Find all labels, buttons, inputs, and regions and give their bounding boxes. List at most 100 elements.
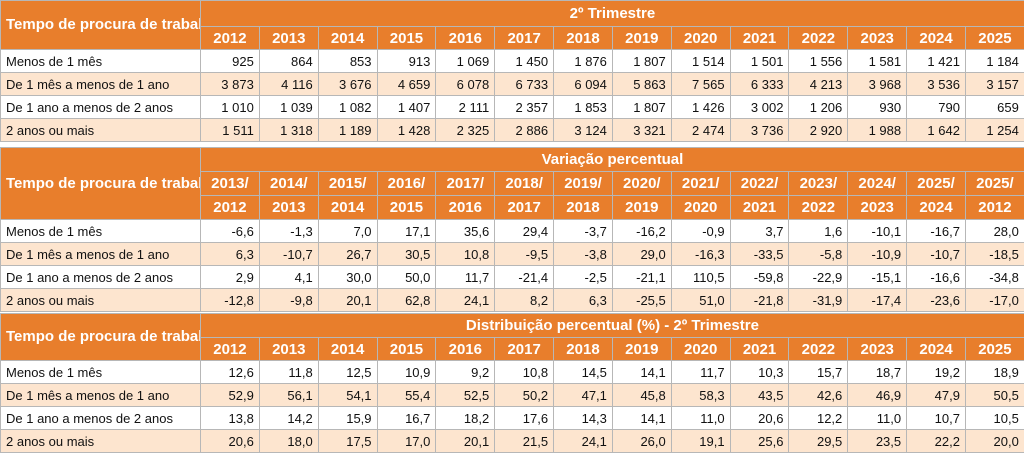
table-cell: -10,7: [907, 243, 966, 266]
table-cell: 18,2: [436, 407, 495, 430]
table-cell: 2 357: [495, 96, 554, 119]
table-cell: 7 565: [671, 73, 730, 96]
table-cell: 17,5: [318, 430, 377, 453]
table-cell: 21,5: [495, 430, 554, 453]
table-cell: 1 988: [848, 119, 907, 142]
table-cell: 50,2: [495, 384, 554, 407]
table-cell: 10,3: [730, 361, 789, 384]
table-cell: 1 514: [671, 50, 730, 73]
table-percent-change: Tempo de procura de trabalho Variação pe…: [0, 147, 1024, 312]
column-header: 2021: [730, 27, 789, 50]
table-cell: 22,2: [907, 430, 966, 453]
table-cell: 6 333: [730, 73, 789, 96]
table-cell: 913: [377, 50, 436, 73]
column-header: 2017: [495, 196, 554, 220]
table-cell: 6 094: [554, 73, 613, 96]
table-cell: 30,0: [318, 266, 377, 289]
table-cell: 47,9: [907, 384, 966, 407]
table-cell: -21,8: [730, 289, 789, 312]
table-title: 2º Trimestre: [201, 1, 1024, 27]
table-cell: -9,8: [259, 289, 318, 312]
table-cell: 24,1: [436, 289, 495, 312]
column-header: 2024: [907, 27, 966, 50]
table-cell: 19,2: [907, 361, 966, 384]
table-cell: 790: [907, 96, 966, 119]
column-header: 2012: [201, 338, 260, 361]
row-label: De 1 ano a menos de 2 anos: [1, 96, 201, 119]
table-cell: 12,2: [789, 407, 848, 430]
table-cell: 62,8: [377, 289, 436, 312]
table-cell: 58,3: [671, 384, 730, 407]
column-header: 2016: [436, 196, 495, 220]
table-cell: 17,0: [377, 430, 436, 453]
table-cell: 26,7: [318, 243, 377, 266]
column-header: 2015/: [318, 172, 377, 196]
table-cell: 1 426: [671, 96, 730, 119]
table-cell: 15,9: [318, 407, 377, 430]
table-cell: 10,7: [907, 407, 966, 430]
column-header: 2021/: [671, 172, 730, 196]
column-header: 2019: [612, 27, 671, 50]
table-cell: 11,7: [436, 266, 495, 289]
table-cell: 1 581: [848, 50, 907, 73]
column-header: 2018: [554, 196, 613, 220]
table-cell: 3 736: [730, 119, 789, 142]
table-cell: 1 184: [965, 50, 1024, 73]
column-header: 2025: [965, 27, 1024, 50]
table-cell: 10,8: [495, 361, 554, 384]
table-cell: 1 421: [907, 50, 966, 73]
table-cell: 1 556: [789, 50, 848, 73]
table-cell: 3,7: [730, 220, 789, 243]
table-cell: 1 082: [318, 96, 377, 119]
table-cell: 50,5: [965, 384, 1024, 407]
table-cell: -31,9: [789, 289, 848, 312]
table-cell: 26,0: [612, 430, 671, 453]
table-cell: 4,1: [259, 266, 318, 289]
table-cell: 52,9: [201, 384, 260, 407]
table-cell: 11,8: [259, 361, 318, 384]
table-cell: 6 078: [436, 73, 495, 96]
table-cell: 20,6: [730, 407, 789, 430]
row-label: 2 anos ou mais: [1, 289, 201, 312]
table-cell: 925: [201, 50, 260, 73]
table-cell: 1 428: [377, 119, 436, 142]
row-label: De 1 mês a menos de 1 ano: [1, 243, 201, 266]
column-header: 2024: [907, 196, 966, 220]
table-cell: 14,1: [612, 407, 671, 430]
table-cell: 1 511: [201, 119, 260, 142]
table-cell: 3 002: [730, 96, 789, 119]
column-header: 2018: [554, 27, 613, 50]
table-cell: -16,2: [612, 220, 671, 243]
table-absolute-values: Tempo de procura de trabalho 2º Trimestr…: [0, 0, 1024, 142]
table-cell: -17,4: [848, 289, 907, 312]
table-cell: 864: [259, 50, 318, 73]
table-cell: -33,5: [730, 243, 789, 266]
table-cell: -3,8: [554, 243, 613, 266]
table-cell: 16,7: [377, 407, 436, 430]
table-cell: 3 873: [201, 73, 260, 96]
table-cell: 17,6: [495, 407, 554, 430]
table-cell: 1 807: [612, 50, 671, 73]
table-cell: 1 069: [436, 50, 495, 73]
table-cell: -21,4: [495, 266, 554, 289]
table-cell: -10,1: [848, 220, 907, 243]
column-header: 2015: [377, 27, 436, 50]
table-cell: 1,6: [789, 220, 848, 243]
column-header: 2025: [965, 338, 1024, 361]
table-cell: 1 407: [377, 96, 436, 119]
table-cell: -0,9: [671, 220, 730, 243]
table-cell: 30,5: [377, 243, 436, 266]
table-cell: -16,6: [907, 266, 966, 289]
table-title: Variação percentual: [201, 148, 1024, 172]
table-cell: 8,2: [495, 289, 554, 312]
row-label: Menos de 1 mês: [1, 50, 201, 73]
table-cell: 3 968: [848, 73, 907, 96]
table-cell: 3 676: [318, 73, 377, 96]
column-header: 2022/: [730, 172, 789, 196]
table-cell: 45,8: [612, 384, 671, 407]
table-cell: 11,7: [671, 361, 730, 384]
table-cell: 2 325: [436, 119, 495, 142]
